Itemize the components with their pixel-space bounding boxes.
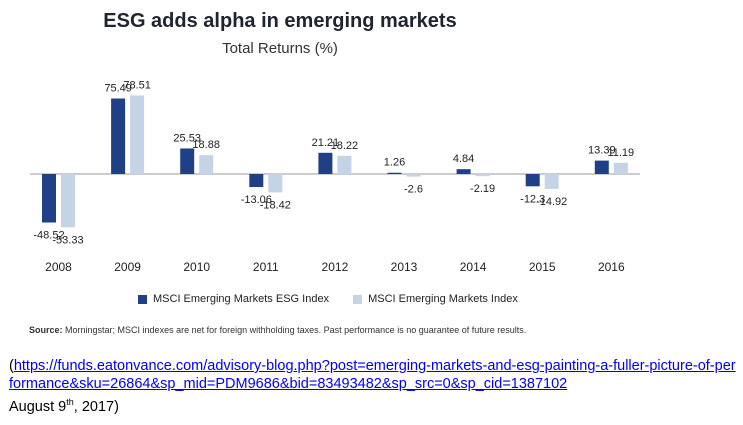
bar-index-2011 xyxy=(268,174,283,193)
bar-esg-2012 xyxy=(318,152,333,174)
data-label-index-2015: -14.92 xyxy=(536,196,567,208)
data-label-index-2016: 11.19 xyxy=(607,147,634,159)
legend: MSCI Emerging Markets ESG Index MSCI Eme… xyxy=(138,293,518,305)
bar-index-2015 xyxy=(544,174,559,189)
legend-swatch-esg xyxy=(138,294,147,304)
citation-date-sup: th xyxy=(66,397,74,407)
citation-link[interactable]: https://funds.eatonvance.com/advisory-bl… xyxy=(9,358,736,392)
data-label-esg-2009: 75.49 xyxy=(104,83,132,95)
x-tick-label-2015: 2015 xyxy=(529,260,556,274)
data-label-esg-2016: 13.39 xyxy=(588,145,616,157)
bar-esg-2016 xyxy=(594,160,609,174)
x-tick-label-2016: 2016 xyxy=(598,260,625,274)
bar-esg-2014 xyxy=(456,169,471,174)
data-label-esg-2012: 21.21 xyxy=(312,137,340,149)
source-label: Source: xyxy=(29,325,63,335)
chart-figure: ESG adds alpha in emerging markets Total… xyxy=(29,10,640,335)
data-label-index-2013: -2.6 xyxy=(404,184,423,196)
data-label-esg-2014: 4.84 xyxy=(453,153,474,165)
data-label-index-2009: 78.51 xyxy=(123,79,151,91)
bar-index-2013 xyxy=(406,174,421,177)
bar-index-2012 xyxy=(337,155,352,174)
bar-index-2008 xyxy=(61,174,75,228)
bar-esg-2009 xyxy=(111,98,126,174)
x-tick-label-2014: 2014 xyxy=(460,260,487,274)
x-tick-label-2012: 2012 xyxy=(322,260,349,274)
legend-item-esg: MSCI Emerging Markets ESG Index xyxy=(138,293,329,305)
bar-esg-2010 xyxy=(180,148,195,174)
data-label-esg-2011: -13.06 xyxy=(241,194,272,206)
legend-swatch-index xyxy=(353,294,363,304)
bar-index-2010 xyxy=(199,155,214,174)
bar-index-2014 xyxy=(475,174,490,177)
citation-date: August 9th, 2017) xyxy=(9,397,119,415)
source-note: Source: Morningstar; MSCI indexes are ne… xyxy=(29,325,526,335)
chart-subtitle: Total Returns (%) xyxy=(222,40,338,57)
data-label-esg-2010: 25.53 xyxy=(173,132,201,144)
x-tick-label-2010: 2010 xyxy=(183,260,210,274)
bar-index-2009 xyxy=(130,95,145,174)
data-label-index-2014: -2.19 xyxy=(470,183,495,195)
source-text: Morningstar; MSCI indexes are net for fo… xyxy=(65,325,527,335)
data-label-index-2010: 18.88 xyxy=(192,139,220,151)
data-label-index-2011: -18.42 xyxy=(260,199,291,211)
bar-esg-2015 xyxy=(525,174,540,187)
bar-index-2016 xyxy=(613,162,628,174)
bar-esg-2013 xyxy=(387,172,402,174)
chart-title: ESG adds alpha in emerging markets xyxy=(103,10,457,32)
legend-item-index: MSCI Emerging Markets Index xyxy=(353,293,518,305)
data-label-esg-2013: 1.26 xyxy=(384,157,405,169)
data-label-esg-2015: -12.3 xyxy=(520,193,545,205)
citation-date-suffix: , 2017) xyxy=(73,398,119,415)
bar-esg-2008 xyxy=(42,174,56,223)
citation: (https://funds.eatonvance.com/advisory-b… xyxy=(9,357,739,416)
x-tick-label-2009: 2009 xyxy=(114,260,141,274)
x-tick-label-2011: 2011 xyxy=(253,260,279,274)
legend-label-esg: MSCI Emerging Markets ESG Index xyxy=(153,293,330,305)
data-label-index-2012: 18.22 xyxy=(331,140,359,152)
legend-label-index: MSCI Emerging Markets Index xyxy=(368,293,518,305)
data-label-esg-2008: -48.52 xyxy=(33,230,64,242)
x-tick-label-2008: 2008 xyxy=(45,260,72,274)
citation-date-main: August 9 xyxy=(9,398,67,415)
x-tick-label-2013: 2013 xyxy=(391,260,418,274)
citation-open-paren: ( xyxy=(9,358,14,374)
data-label-index-2008: -53.33 xyxy=(52,234,83,246)
bar-esg-2011 xyxy=(249,174,264,188)
